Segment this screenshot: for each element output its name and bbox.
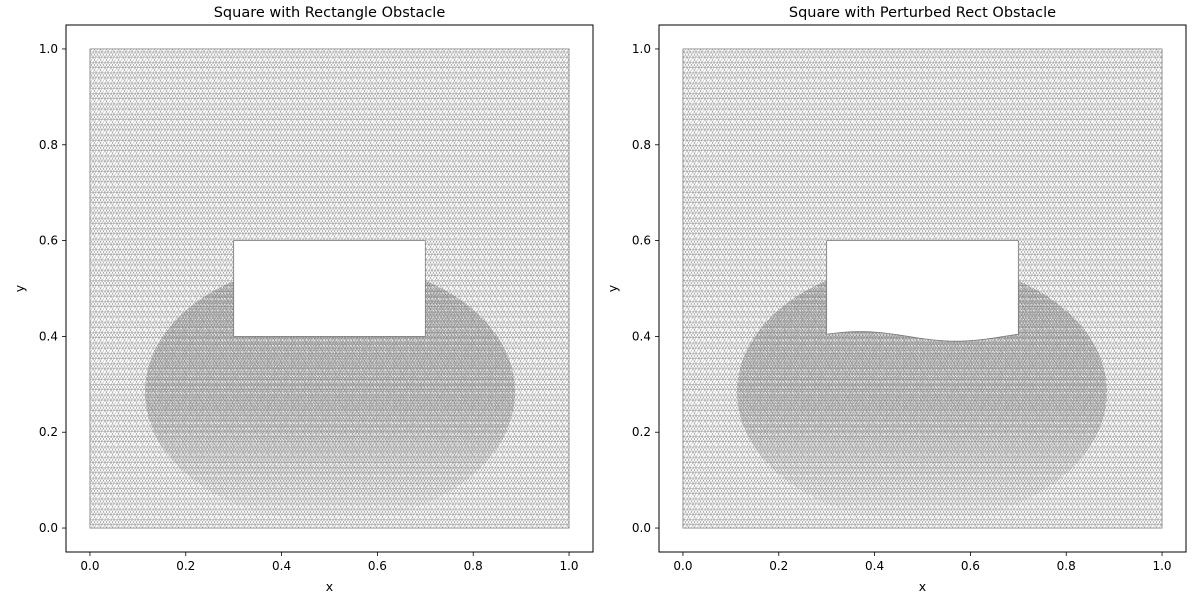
x-tick-label: 0.8 bbox=[1057, 559, 1076, 573]
x-tick-label: 0.4 bbox=[272, 559, 291, 573]
y-tick-label: 0.2 bbox=[39, 425, 58, 439]
x-tick-label: 0.0 bbox=[673, 559, 692, 573]
axes-frame bbox=[65, 24, 594, 553]
y-tick-label: 0.4 bbox=[632, 329, 651, 343]
x-axis-label: x bbox=[919, 579, 926, 594]
y-tick-label: 0.6 bbox=[39, 234, 58, 248]
y-tick-label: 0.8 bbox=[39, 138, 58, 152]
y-tick-label: 1.0 bbox=[632, 42, 651, 56]
x-tick-label: 0.8 bbox=[464, 559, 483, 573]
x-tick-label: 0.6 bbox=[961, 559, 980, 573]
x-tick-label: 0.2 bbox=[769, 559, 788, 573]
y-tick-label: 0.0 bbox=[39, 521, 58, 535]
chart-panel-1: 0.0 0.2 0.4 0.6 0.8 1.0 0.0 0.2 0.4 0.6 0.8 1.0 Squa… bbox=[12, 5, 594, 594]
x-tick-label: 0.0 bbox=[80, 559, 99, 573]
chart-title: Square with Perturbed Rect Obstacle bbox=[789, 5, 1056, 21]
obstacle bbox=[233, 240, 426, 337]
domain-boundary bbox=[89, 48, 570, 529]
obstacle bbox=[826, 240, 1019, 342]
y-axis-label: y bbox=[12, 284, 27, 292]
x-tick-label: 0.2 bbox=[176, 559, 195, 573]
x-tick-label: 0.4 bbox=[865, 559, 884, 573]
y-axis-label: y bbox=[605, 284, 620, 292]
y-tick-label: 0.6 bbox=[632, 234, 651, 248]
x-tick-label: 0.6 bbox=[368, 559, 387, 573]
domain-boundary bbox=[682, 48, 1163, 529]
x-axis-label: x bbox=[326, 579, 333, 594]
chart-title: Square with Rectangle Obstacle bbox=[214, 5, 446, 21]
x-tick-label: 1.0 bbox=[1152, 559, 1171, 573]
y-tick-label: 0.0 bbox=[632, 521, 651, 535]
y-tick-label: 0.8 bbox=[632, 138, 651, 152]
x-tick-label: 1.0 bbox=[559, 559, 578, 573]
y-tick-label: 0.2 bbox=[632, 425, 651, 439]
axes-frame bbox=[658, 24, 1187, 553]
y-tick-label: 1.0 bbox=[39, 42, 58, 56]
y-tick-label: 0.4 bbox=[39, 329, 58, 343]
chart-panel-2: 0.0 0.2 0.4 0.6 0.8 1.0 0.0 0.2 0.4 0.6 0.8 1.0 Squa… bbox=[605, 5, 1187, 594]
